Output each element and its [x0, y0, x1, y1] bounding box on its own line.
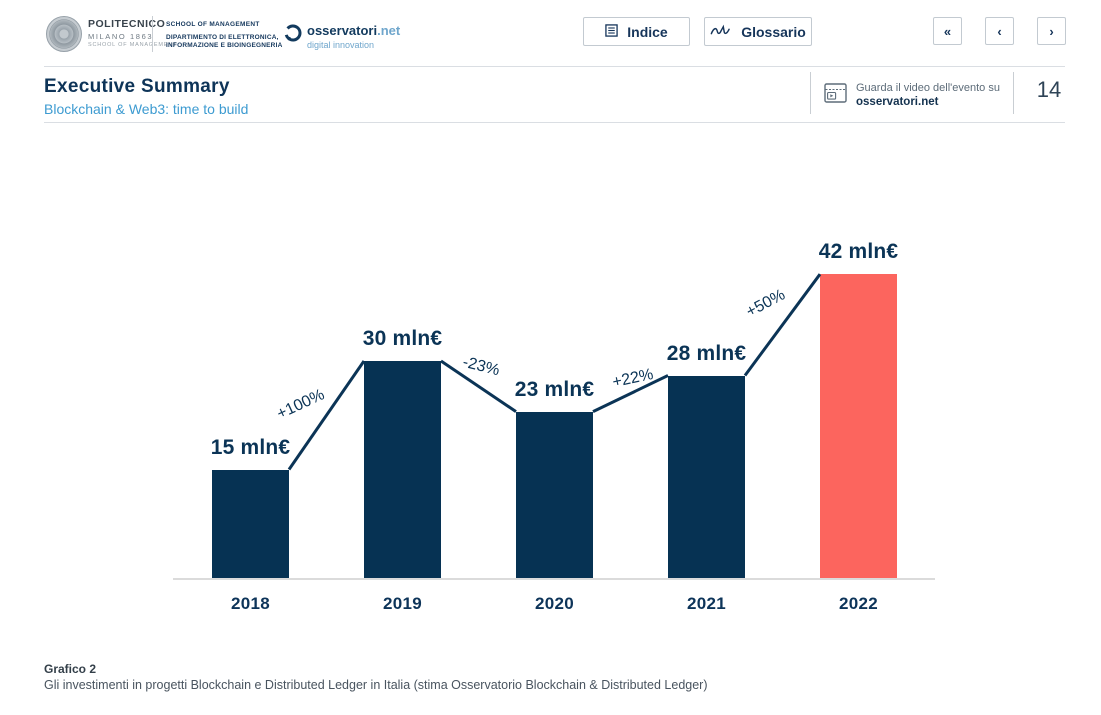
x-tick-2021: 2021 — [686, 594, 727, 613]
value-label-2020: 23 mln€ — [514, 377, 595, 401]
politecnico-subname: MILANO 1863 — [88, 31, 154, 41]
school-line1: SCHOOL OF MANAGEMENT — [166, 21, 260, 28]
video-text-line1: Guarda il video dell'evento su — [856, 82, 1000, 94]
value-label-2018: 15 mln€ — [210, 435, 291, 459]
glossario-label: Glossario — [741, 23, 806, 40]
school-line2: DIPARTIMENTO DI ELETTRONICA, — [166, 34, 279, 41]
nav-prev-button[interactable]: ‹ — [985, 17, 1014, 45]
osservatori-tagline: digital innovation — [307, 40, 375, 50]
chart-caption-text: Gli investimenti in progetti Blockchain … — [44, 678, 708, 692]
osservatori-wordmark: osservatori.net digital innovation — [307, 23, 400, 50]
bar-2022 — [820, 274, 897, 578]
bar-2018 — [212, 469, 289, 578]
politecnico-logo: POLITECNICO MILANO 1863 SCHOOL OF MANAGE… — [88, 19, 177, 49]
logo-divider — [152, 16, 153, 52]
chevron-left-icon: ‹ — [997, 23, 1002, 39]
value-label-2021: 28 mln€ — [666, 341, 747, 365]
osservatori-logo: osservatori.net digital innovation — [283, 23, 400, 50]
video-link[interactable]: osservatori.net — [856, 96, 939, 108]
indice-label: Indice — [627, 23, 668, 40]
politecnico-dept: SCHOOL OF MANAGEMENT — [88, 42, 178, 48]
indice-button[interactable]: Indice — [583, 17, 690, 46]
double-chevron-left-icon: « — [943, 23, 952, 39]
politecnico-name: POLITECNICO — [88, 18, 166, 30]
x-axis-line — [173, 578, 935, 580]
politecnico-seal-icon — [46, 16, 82, 52]
osservatori-tld: .net — [377, 23, 401, 38]
chart-caption-label: Grafico 2 — [44, 662, 97, 676]
page-title: Executive Summary — [44, 76, 230, 97]
glossario-button[interactable]: Glossario — [704, 17, 812, 46]
x-tick-2018: 2018 — [230, 594, 271, 613]
bar-2020 — [516, 411, 593, 578]
osservatori-bubble-icon — [283, 23, 303, 48]
value-label-2019: 30 mln€ — [362, 327, 443, 350]
pct-change-2018-2019: +100% — [273, 386, 327, 424]
page-number: 14 — [1036, 77, 1062, 102]
school-of-management-block: SCHOOL OF MANAGEMENT DIPARTIMENTO DI ELE… — [166, 21, 282, 50]
titlebar-divider-left — [810, 72, 811, 114]
bar-2021 — [668, 375, 745, 578]
video-player-icon — [824, 82, 847, 109]
nav-next-button[interactable]: › — [1037, 17, 1066, 45]
titlebar-divider-bottom — [44, 122, 1065, 123]
nav-first-button[interactable]: « — [933, 17, 962, 45]
x-tick-2020: 2020 — [534, 594, 575, 613]
school-line3: INFORMAZIONE E BIOINGEGNERIA — [166, 42, 283, 49]
chevron-right-icon: › — [1049, 23, 1054, 39]
header-divider — [44, 66, 1065, 67]
bar-2019 — [364, 361, 441, 578]
titlebar-divider-right — [1013, 72, 1014, 114]
x-tick-2022: 2022 — [838, 594, 879, 613]
video-callout[interactable]: Guarda il video dell'evento su osservato… — [856, 83, 1000, 109]
list-icon — [605, 23, 618, 40]
x-tick-2019: 2019 — [382, 594, 423, 613]
pct-change-2020-2021: +22% — [610, 365, 655, 391]
value-label-2022: 42 mln€ — [818, 240, 899, 264]
pct-change-2019-2020: -23% — [460, 354, 501, 380]
page-subtitle: Blockchain & Web3: time to build — [44, 101, 249, 117]
squiggle-icon — [710, 23, 732, 40]
pct-change-2021-2022: +50% — [743, 286, 788, 321]
osservatori-name: osservatori — [307, 23, 378, 38]
investment-bar-chart: 15 mln€ 2018 30 mln€ 2019 23 mln€ 2020 28 mln€… — [0, 210, 1101, 630]
